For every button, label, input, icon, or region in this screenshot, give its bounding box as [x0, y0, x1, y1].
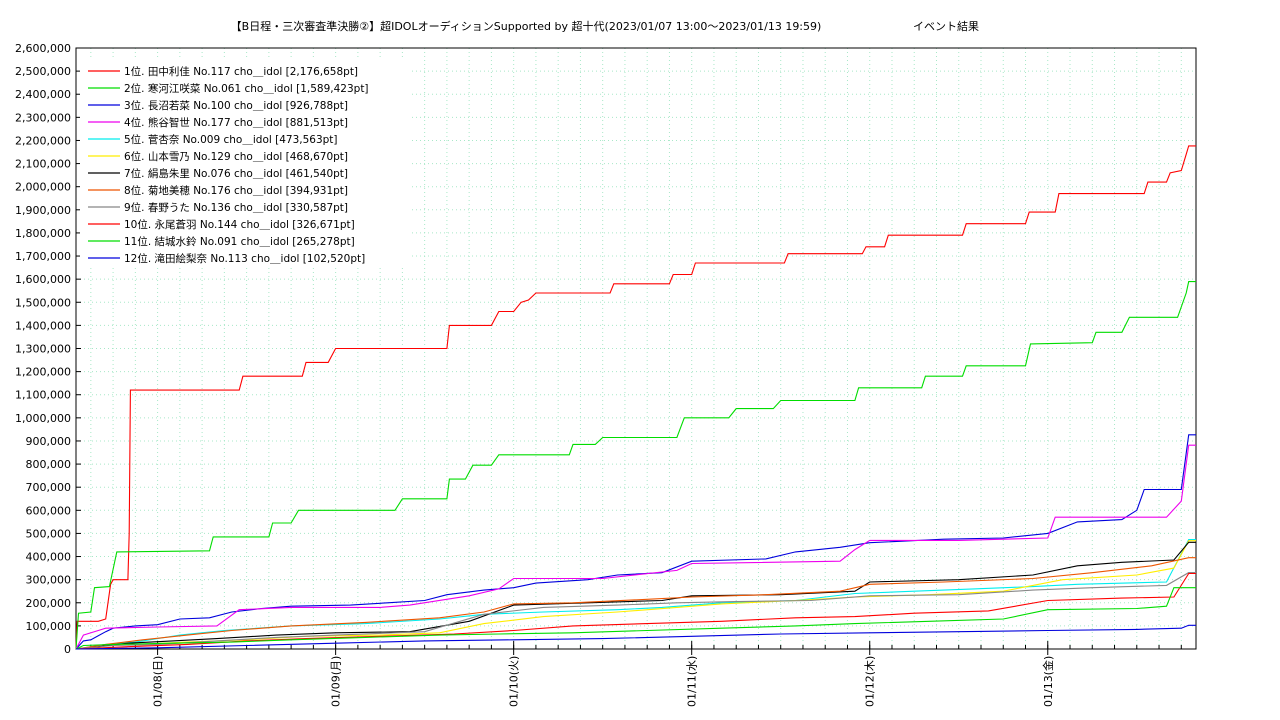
series-line-7	[75, 541, 1196, 650]
x-tick-label: 01/12(木)	[864, 656, 877, 707]
y-tick-label: 1,700,000	[15, 250, 71, 263]
y-tick-label: 500,000	[26, 527, 72, 540]
series-line-10	[75, 572, 1196, 650]
y-tick-label: 2,000,000	[15, 181, 71, 194]
series-line-8	[75, 557, 1196, 650]
y-tick-label: 800,000	[26, 458, 72, 471]
y-tick-label: 2,200,000	[15, 134, 71, 147]
y-tick-label: 200,000	[26, 597, 72, 610]
series-line-6	[75, 540, 1196, 650]
series-line-2	[75, 281, 1196, 650]
legend-entry: 5位. 菅杏奈 No.009 cho＿idol [473,563pt]	[124, 133, 338, 146]
y-tick-label: 100,000	[26, 620, 72, 633]
y-tick-label: 1,000,000	[15, 412, 71, 425]
y-tick-label: 900,000	[26, 435, 72, 448]
series-line-4	[75, 444, 1196, 650]
x-tick-label: 01/09(月)	[330, 656, 343, 707]
legend-entry: 7位. 絹島朱里 No.076 cho＿idol [461,540pt]	[124, 167, 348, 180]
legend-entry: 12位. 滝田絵梨奈 No.113 cho＿idol [102,520pt]	[124, 252, 365, 265]
y-tick-label: 400,000	[26, 551, 72, 564]
series-line-9	[75, 572, 1196, 650]
y-tick-label: 1,500,000	[15, 296, 71, 309]
legend: 1位. 田中利佳 No.117 cho＿idol [2,176,658pt] 2位…	[80, 60, 410, 268]
y-tick-label: 2,300,000	[15, 111, 71, 124]
y-tick-label: 1,900,000	[15, 204, 71, 217]
y-tick-label: 1,200,000	[15, 366, 71, 379]
legend-entry: 3位. 長沼若菜 No.100 cho＿idol [926,788pt]	[124, 99, 348, 112]
y-tick-label: 700,000	[26, 481, 72, 494]
x-tick-label: 01/13(金)	[1041, 656, 1055, 707]
y-tick-label: 2,400,000	[15, 88, 71, 101]
y-tick-label: 2,100,000	[15, 158, 71, 171]
legend-entry: 6位. 山本雪乃 No.129 cho＿idol [468,670pt]	[124, 150, 348, 163]
legend-entry: 1位. 田中利佳 No.117 cho＿idol [2,176,658pt]	[124, 65, 358, 78]
chart-subtitle: イベント結果	[913, 19, 979, 33]
series-line-1	[75, 145, 1196, 650]
series-line-12	[75, 624, 1196, 650]
legend-background	[80, 60, 410, 268]
y-tick-label: 1,300,000	[15, 343, 71, 356]
y-tick-label: 1,100,000	[15, 389, 71, 402]
y-tick-label: 1,400,000	[15, 319, 71, 332]
x-tick-label: 01/11(水)	[686, 656, 699, 707]
y-tick-label: 0	[64, 643, 71, 656]
series-line-5	[75, 538, 1196, 650]
legend-entry: 8位. 菊地美穂 No.176 cho＿idol [394,931pt]	[124, 184, 348, 197]
x-tick-label: 01/08(日)	[152, 656, 165, 707]
axes: 0 100,000 200,000 300,000 400,000 500,000 600,…	[15, 42, 1182, 707]
series-line-3	[75, 434, 1196, 650]
legend-entry: 9位. 春野うた No.136 cho＿idol [330,587pt]	[124, 201, 348, 214]
chart-title: 【B日程・三次審査準決勝②】超IDOLオーディションSupported by 超…	[231, 19, 822, 33]
x-tick-label: 01/10(火)	[508, 656, 521, 707]
y-tick-label: 1,800,000	[15, 227, 71, 240]
legend-entry: 10位. 永尾蒼羽 No.144 cho＿idol [326,671pt]	[124, 218, 355, 231]
y-tick-label: 2,500,000	[15, 65, 71, 78]
legend-entry: 11位. 結城水鈴 No.091 cho＿idol [265,278pt]	[124, 235, 355, 248]
series-line-11	[75, 587, 1196, 650]
series-lines	[75, 145, 1196, 650]
y-tick-label: 1,600,000	[15, 273, 71, 286]
legend-entry: 2位. 寒河江咲菜 No.061 cho＿idol [1,589,423pt]	[124, 82, 369, 95]
legend-entry: 4位. 熊谷智世 No.177 cho＿idol [881,513pt]	[124, 116, 348, 129]
y-tick-label: 600,000	[26, 504, 72, 517]
y-tick-label: 300,000	[26, 574, 72, 587]
y-tick-label: 2,600,000	[15, 42, 71, 55]
